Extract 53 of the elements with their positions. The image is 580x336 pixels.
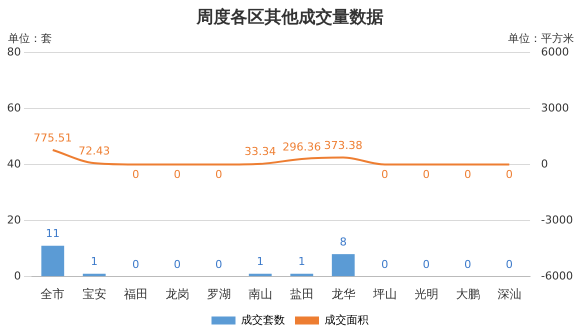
- y2-tick-label: 3000: [541, 101, 570, 114]
- x-tick-label: 南山: [248, 286, 272, 301]
- data-label: 296.36: [282, 140, 322, 154]
- x-tick-label: 盐田: [290, 286, 314, 301]
- data-label: 775.51: [34, 131, 72, 144]
- y-tick-label: 80: [6, 45, 21, 58]
- legend-label: 成交面积: [324, 313, 368, 326]
- y-axis-title: 单位：套: [8, 32, 52, 45]
- x-tick-label: 龙华: [331, 286, 356, 301]
- y2-tick-label: 6000: [541, 45, 570, 58]
- data-label: 0: [464, 258, 472, 271]
- y2-tick-label: 0: [541, 157, 548, 170]
- x-tick-label: 罗湖: [206, 286, 231, 301]
- data-label: 0: [506, 168, 513, 181]
- y-tick-label: 20: [6, 213, 21, 226]
- y2-tick-label: -6000: [541, 269, 574, 282]
- y-tick-label: 40: [6, 157, 21, 170]
- y2-tick-label: -3000: [541, 213, 574, 226]
- x-tick-label: 坪山: [372, 286, 397, 301]
- y2-axis-title: 单位：平方米: [508, 32, 574, 45]
- x-tick-label: 深汕: [497, 286, 522, 301]
- x-tick-label: 福田: [124, 286, 148, 301]
- legend-label: 成交套数: [241, 313, 285, 326]
- data-label: 1: [90, 255, 98, 268]
- y-tick-label: 60: [6, 101, 21, 114]
- data-label: 8: [340, 236, 347, 249]
- data-label: 373.38: [324, 138, 363, 152]
- data-label: 1: [256, 255, 264, 268]
- data-label: 0: [174, 168, 181, 181]
- data-label: 0: [215, 258, 222, 271]
- data-label: 0: [381, 258, 388, 271]
- bar: [332, 254, 355, 276]
- data-label: 0: [174, 258, 181, 271]
- data-label: 0: [215, 168, 222, 181]
- data-label: 72.43: [78, 144, 110, 158]
- data-label: 0: [422, 258, 430, 271]
- data-label: 0: [422, 168, 430, 181]
- data-label: 33.34: [244, 145, 276, 158]
- y-tick-label: 0: [14, 269, 21, 282]
- x-tick-label: 光明: [414, 286, 438, 301]
- bar: [41, 246, 64, 276]
- data-label: 1: [298, 255, 306, 268]
- x-tick-label: 大鹏: [456, 286, 480, 301]
- data-label: 0: [506, 258, 513, 271]
- x-tick-label: 全市: [40, 286, 65, 301]
- data-label: 0: [464, 168, 472, 181]
- x-tick-label: 宝安: [82, 286, 106, 301]
- data-label: 0: [132, 168, 140, 181]
- data-label: 0: [381, 168, 388, 181]
- x-tick-label: 龙岗: [165, 286, 190, 301]
- chart-title: 周度各区其他成交量数据: [196, 8, 384, 28]
- data-label: 11: [46, 227, 60, 240]
- data-label: 0: [132, 258, 140, 271]
